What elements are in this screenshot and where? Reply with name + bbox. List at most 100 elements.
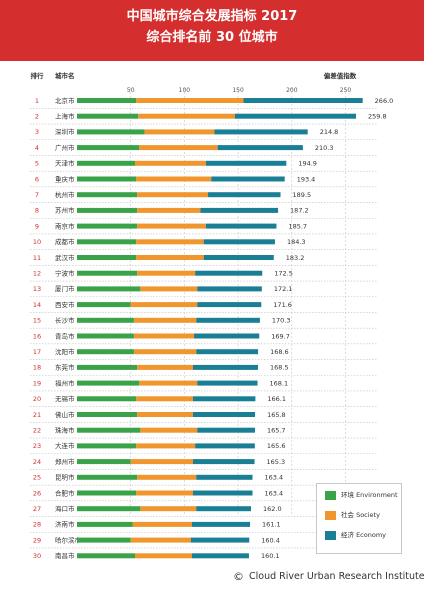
score-value-label: 168.6 [270, 348, 289, 356]
bar-segment-environment [77, 255, 137, 260]
score-value-label: 163.4 [264, 489, 283, 497]
city-label: 福州市 [55, 378, 75, 387]
bar-segment-economy [196, 474, 253, 480]
bar-segment-economy [192, 412, 256, 417]
bar-segment-society [140, 286, 198, 292]
score-value-label: 165.7 [267, 427, 286, 435]
bar-segment-environment [77, 302, 131, 308]
city-label: 昆明市 [55, 473, 75, 482]
bar-segment-society [133, 317, 197, 323]
bar-segment-society [134, 553, 192, 559]
bar-segment-environment [77, 380, 140, 386]
bar-segment-environment [77, 333, 134, 339]
rank-label: 24 [33, 458, 41, 466]
rank-label: 16 [33, 332, 41, 340]
bar-segment-environment [77, 396, 137, 402]
rank-label: 2 [35, 113, 39, 121]
bar-segment-environment [77, 113, 139, 119]
chart-subtitle: 综合排名前 30 位城市 [146, 30, 278, 45]
score-value-label: 165.3 [267, 458, 286, 466]
legend-swatch-economy [325, 530, 336, 540]
bar-segment-economy [194, 333, 260, 339]
city-label: 沈阳市 [55, 347, 75, 356]
rank-label: 7 [35, 191, 39, 199]
legend-swatch-society [325, 510, 336, 520]
bar-segment-economy [208, 192, 281, 198]
score-value-label: 168.1 [270, 379, 289, 387]
score-value-label: 171.6 [273, 301, 292, 309]
city-label: 重庆市 [55, 174, 75, 183]
bar-segment-economy [243, 98, 363, 103]
rank-label: 22 [33, 427, 41, 435]
rank-label: 6 [35, 175, 39, 183]
score-value-label: 160.4 [261, 536, 280, 544]
bar-segment-economy [192, 364, 258, 370]
rank-label: 10 [33, 238, 41, 246]
rank-label: 18 [33, 364, 41, 372]
bar-segment-environment [77, 286, 141, 292]
bar-segment-environment [77, 145, 140, 151]
legend-label-society: 社会 Society [341, 511, 380, 519]
bar-segment-society [136, 396, 193, 402]
city-label: 郑州市 [55, 457, 75, 466]
score-value-label: 194.9 [298, 160, 317, 168]
bar-segment-environment [77, 537, 131, 543]
rank-label: 3 [35, 128, 39, 136]
bar-segment-environment [77, 412, 138, 417]
rank-label: 29 [33, 536, 41, 544]
bar-segment-society [133, 349, 197, 355]
bar-segment-society [134, 160, 206, 166]
bar-segment-economy [191, 553, 249, 559]
bar-segment-environment [77, 223, 138, 229]
rank-label: 9 [35, 222, 39, 230]
rank-label: 14 [33, 301, 41, 309]
score-value-label: 165.8 [267, 411, 286, 419]
rank-label: 5 [35, 160, 39, 168]
credit-text: Cloud River Urban Research Institute [249, 571, 424, 582]
bar-segment-economy [191, 521, 251, 527]
bar-segment-society [144, 129, 215, 135]
city-label: 厦门市 [55, 284, 75, 293]
rank-label: 12 [33, 270, 41, 278]
bar-segment-environment [77, 192, 138, 198]
city-label: 南京市 [55, 221, 75, 230]
bar-segment-economy [197, 302, 262, 308]
rank-label: 28 [33, 521, 41, 529]
city-label: 大连市 [55, 441, 75, 450]
city-label: 北京市 [55, 96, 75, 105]
bar-segment-economy [195, 270, 263, 276]
bar-segment-society [137, 270, 196, 276]
copyright-icon: © [233, 570, 244, 583]
rank-column-header: 排行 [31, 71, 45, 80]
rank-label: 26 [33, 489, 41, 497]
rank-label: 11 [33, 254, 41, 262]
bar-segment-economy [205, 160, 287, 166]
city-label: 哈尔滨市 [55, 535, 82, 544]
rank-label: 23 [33, 442, 41, 450]
bar-segment-society [136, 176, 212, 182]
x-tick-label: 200 [286, 87, 298, 94]
bar-segment-economy [203, 239, 275, 245]
score-value-label: 161.1 [262, 521, 281, 529]
rank-label: 8 [35, 207, 39, 215]
bar-segment-society [132, 521, 192, 527]
rank-label: 30 [33, 552, 41, 560]
bar-segment-environment [77, 349, 134, 355]
score-value-label: 166.1 [267, 395, 286, 403]
legend-swatch-environment [325, 490, 336, 500]
city-label: 天津市 [55, 159, 75, 168]
bar-segment-economy [196, 506, 251, 512]
bar-segment-environment [77, 207, 138, 213]
x-tick-label: 250 [340, 87, 352, 94]
legend: 环境 Environment 社会 Society 经济 Economy [316, 483, 402, 554]
city-label: 济南市 [55, 520, 75, 529]
bar-segment-society [140, 506, 197, 512]
bar-segment-environment [77, 176, 137, 182]
score-value-label: 214.8 [320, 128, 339, 136]
bar-segment-environment [77, 239, 137, 245]
bar-segment-economy [214, 129, 308, 135]
bar-segment-environment [77, 521, 133, 527]
bar-segment-environment [77, 506, 141, 512]
bar-segment-society [137, 192, 209, 198]
